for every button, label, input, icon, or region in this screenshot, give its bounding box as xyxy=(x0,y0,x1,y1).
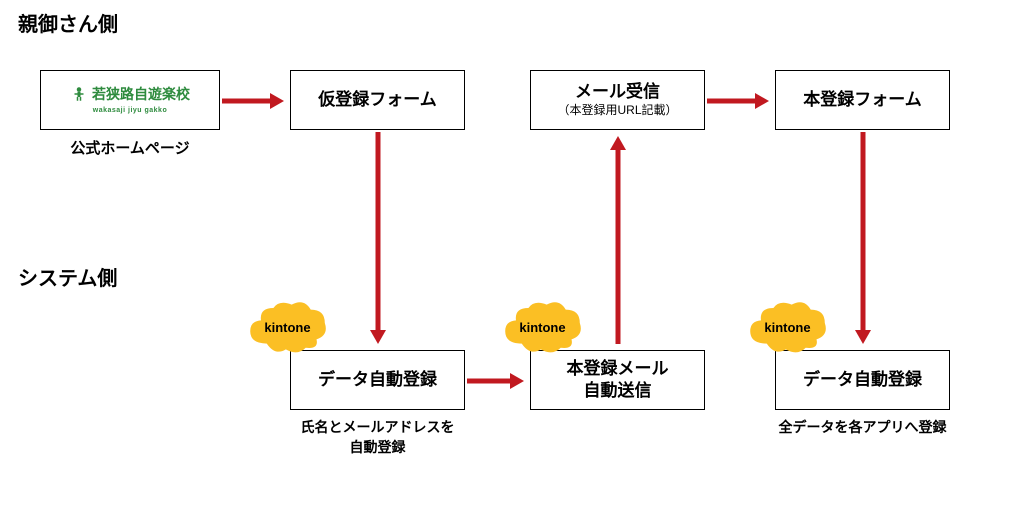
arrow-mailsend-mailrecv xyxy=(609,136,627,344)
arrow-mailrecv-mainform xyxy=(707,92,769,110)
logo-main-text: 若狭路自遊楽校 xyxy=(92,85,190,103)
node-autoreg1-label: データ自動登録 xyxy=(318,369,437,391)
node-autoreg2: データ自動登録 xyxy=(775,350,950,410)
arrow-autoreg1-mailsend xyxy=(467,372,524,390)
caption-autoreg2: 全データを各アプリへ登録 xyxy=(775,418,950,438)
node-mailrecv: メール受信 （本登録用URL記載） xyxy=(530,70,705,130)
cloud-kintone-3: kintone xyxy=(745,298,830,356)
node-autoreg2-label: データ自動登録 xyxy=(803,369,922,391)
section-title-parent: 親御さん側 xyxy=(18,8,118,37)
section-title-system: システム側 xyxy=(18,262,117,291)
cloud-kintone-1: kintone xyxy=(245,298,330,356)
node-autoreg1: データ自動登録 xyxy=(290,350,465,410)
logo-sub-text: wakasaji jiyu gakko xyxy=(93,106,167,115)
node-mailsend: 本登録メール 自動送信 xyxy=(530,350,705,410)
node-mailrecv-label: メール受信 xyxy=(575,81,660,103)
caption-homepage: 公式ホームページ xyxy=(40,138,220,159)
node-mainform-label: 本登録フォーム xyxy=(803,89,922,111)
cloud-label-3: kintone xyxy=(764,320,810,335)
node-homepage: 若狭路自遊楽校 wakasaji jiyu gakko xyxy=(40,70,220,130)
node-mainform: 本登録フォーム xyxy=(775,70,950,130)
arrow-homepage-preform xyxy=(222,92,284,110)
cloud-label-1: kintone xyxy=(264,320,310,335)
node-mailsend-label: 本登録メール xyxy=(567,358,669,380)
cloud-label-2: kintone xyxy=(519,320,565,335)
node-mailsend-label2: 自動送信 xyxy=(584,380,652,402)
node-preform: 仮登録フォーム xyxy=(290,70,465,130)
cloud-kintone-2: kintone xyxy=(500,298,585,356)
arrow-preform-autoreg1 xyxy=(369,132,387,344)
node-mailrecv-sublabel: （本登録用URL記載） xyxy=(557,103,677,119)
node-preform-label: 仮登録フォーム xyxy=(318,89,437,111)
logo-icon: 若狭路自遊楽校 xyxy=(70,85,190,103)
caption-autoreg1: 氏名とメールアドレスを自動登録 xyxy=(290,418,465,457)
arrow-mainform-autoreg2 xyxy=(854,132,872,344)
